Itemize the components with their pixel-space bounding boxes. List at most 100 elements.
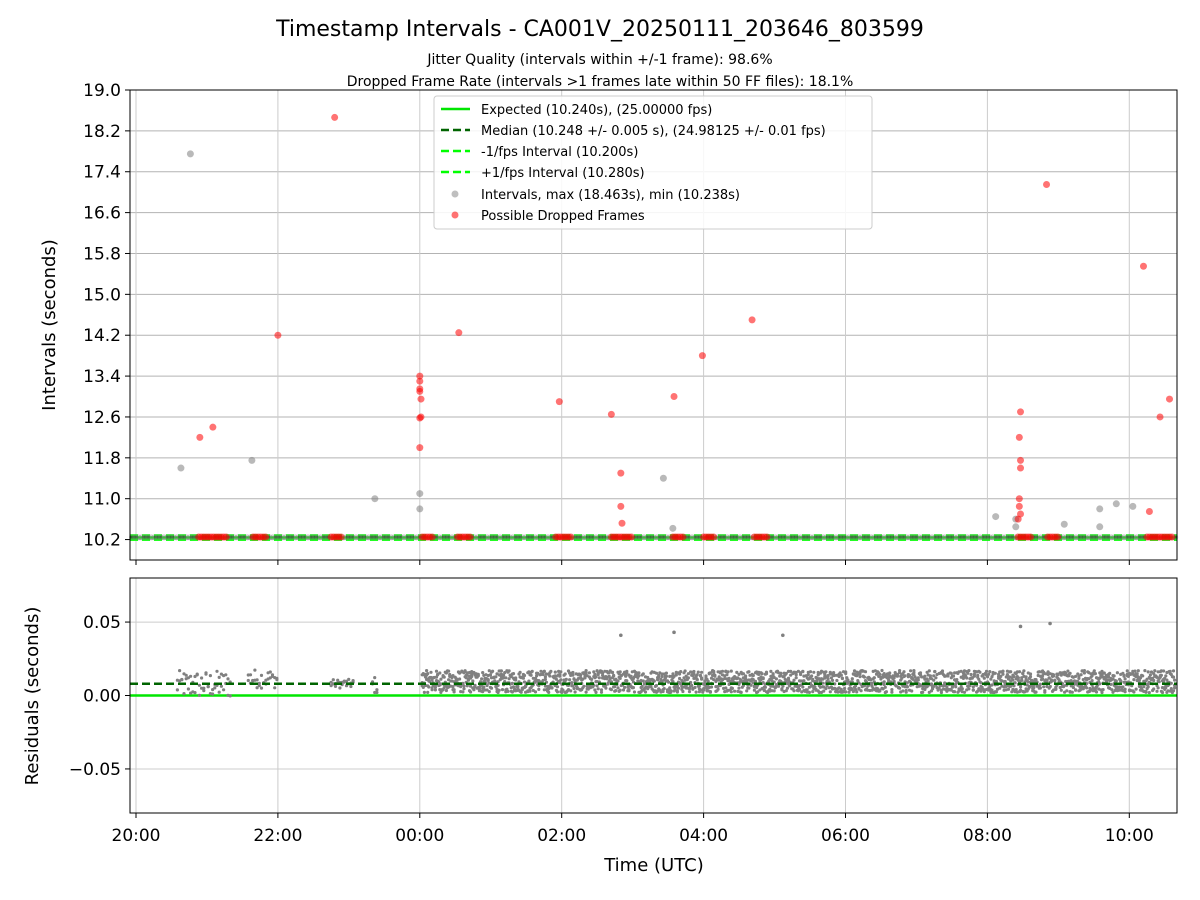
residual-point <box>946 674 950 678</box>
interval-point <box>308 534 315 541</box>
residual-point <box>751 678 755 682</box>
interval-point <box>951 534 958 541</box>
residual-point <box>1159 673 1163 677</box>
residual-point <box>510 681 514 686</box>
residual-point <box>222 688 226 692</box>
residual-point <box>1160 686 1165 690</box>
interval-point <box>653 534 660 541</box>
residual-point <box>637 674 641 678</box>
interval-point <box>1137 534 1143 541</box>
residual-point <box>206 684 210 689</box>
residual-point <box>494 675 498 679</box>
residual-point <box>1171 669 1176 673</box>
residual-point <box>967 669 971 673</box>
residuals-y-tick-label: −0.05 <box>69 760 121 780</box>
residuals-y-ticks: −0.05 0.00 0.05 <box>69 613 130 780</box>
interval-point <box>772 534 779 541</box>
residual-point <box>1163 676 1167 681</box>
interval-point <box>724 534 731 541</box>
residual-point <box>850 677 854 681</box>
residual-point <box>569 689 573 693</box>
residual-point <box>1013 681 1017 685</box>
residual-point <box>609 688 614 692</box>
residual-point <box>1171 689 1176 693</box>
interval-point <box>791 534 798 541</box>
interval-outlier-point <box>659 474 667 482</box>
residual-point <box>1121 685 1125 689</box>
residual-point <box>945 685 949 689</box>
residual-point <box>769 684 773 688</box>
residual-point <box>614 689 618 693</box>
interval-point <box>906 534 913 541</box>
intervals-x-ticks <box>135 560 1130 565</box>
residual-point <box>1011 678 1015 682</box>
residual-point <box>1111 677 1115 681</box>
residual-point <box>543 677 548 682</box>
interval-point <box>730 534 737 541</box>
residual-point <box>755 686 759 690</box>
residual-point <box>452 690 456 694</box>
residual-point <box>726 670 730 674</box>
residual-point <box>1032 686 1036 690</box>
residual-point <box>186 687 190 691</box>
residual-point <box>656 678 660 682</box>
residual-point <box>594 690 598 695</box>
dropped-frame-point <box>416 444 424 452</box>
residual-point <box>1123 690 1127 694</box>
residual-point <box>270 673 275 677</box>
dropped-frame-point <box>1017 464 1025 472</box>
residual-point <box>531 676 535 680</box>
residual-point <box>444 688 448 693</box>
residual-point <box>679 670 683 674</box>
residual-point <box>760 672 764 676</box>
interval-outlier-point <box>992 513 1000 521</box>
interval-point <box>391 534 398 541</box>
interval-point <box>733 534 740 541</box>
dropped-frame-point <box>698 352 706 360</box>
residual-point <box>559 678 563 682</box>
interval-point <box>506 534 513 541</box>
residual-point <box>514 676 518 680</box>
residual-point <box>990 683 994 687</box>
residual-point <box>984 669 989 673</box>
interval-point <box>861 534 868 541</box>
residuals-plot: −0.05 0.00 0.05 20:00 22:00 00:00 02:00 04:00 0… <box>22 577 1178 876</box>
interval-point <box>999 534 1006 541</box>
residual-point <box>1079 673 1083 677</box>
interval-point <box>932 534 939 541</box>
interval-point <box>1066 534 1073 541</box>
residual-point <box>669 689 673 693</box>
interval-point <box>231 534 238 541</box>
residual-point <box>601 671 605 675</box>
interval-point <box>1105 534 1111 541</box>
residual-point <box>1020 678 1024 682</box>
residual-outlier-point <box>619 633 623 638</box>
interval-point <box>845 534 852 541</box>
interval-point <box>692 534 699 541</box>
residual-point <box>823 672 827 677</box>
residual-point <box>257 681 261 685</box>
intervals-y-tick-label: 19.0 <box>83 81 121 101</box>
residual-point <box>781 684 785 688</box>
residual-point <box>373 676 377 680</box>
residual-point <box>433 688 437 692</box>
interval-point <box>717 534 724 541</box>
residual-point <box>549 669 553 674</box>
residual-point <box>797 687 802 692</box>
residual-point <box>1068 671 1072 675</box>
residual-point <box>960 687 964 691</box>
residual-point <box>856 679 860 683</box>
interval-point <box>1005 534 1012 541</box>
interval-point <box>314 534 321 541</box>
residual-point <box>978 670 982 674</box>
dropped-frame-point <box>1156 413 1164 421</box>
residual-point <box>1108 671 1112 676</box>
residual-point <box>471 679 475 683</box>
residual-point <box>228 694 232 698</box>
residual-point <box>481 671 485 675</box>
residual-point <box>882 682 886 687</box>
residual-point <box>1102 671 1106 675</box>
interval-outlier-point <box>1096 505 1104 513</box>
residual-point <box>430 686 434 690</box>
interval-point <box>775 534 782 541</box>
